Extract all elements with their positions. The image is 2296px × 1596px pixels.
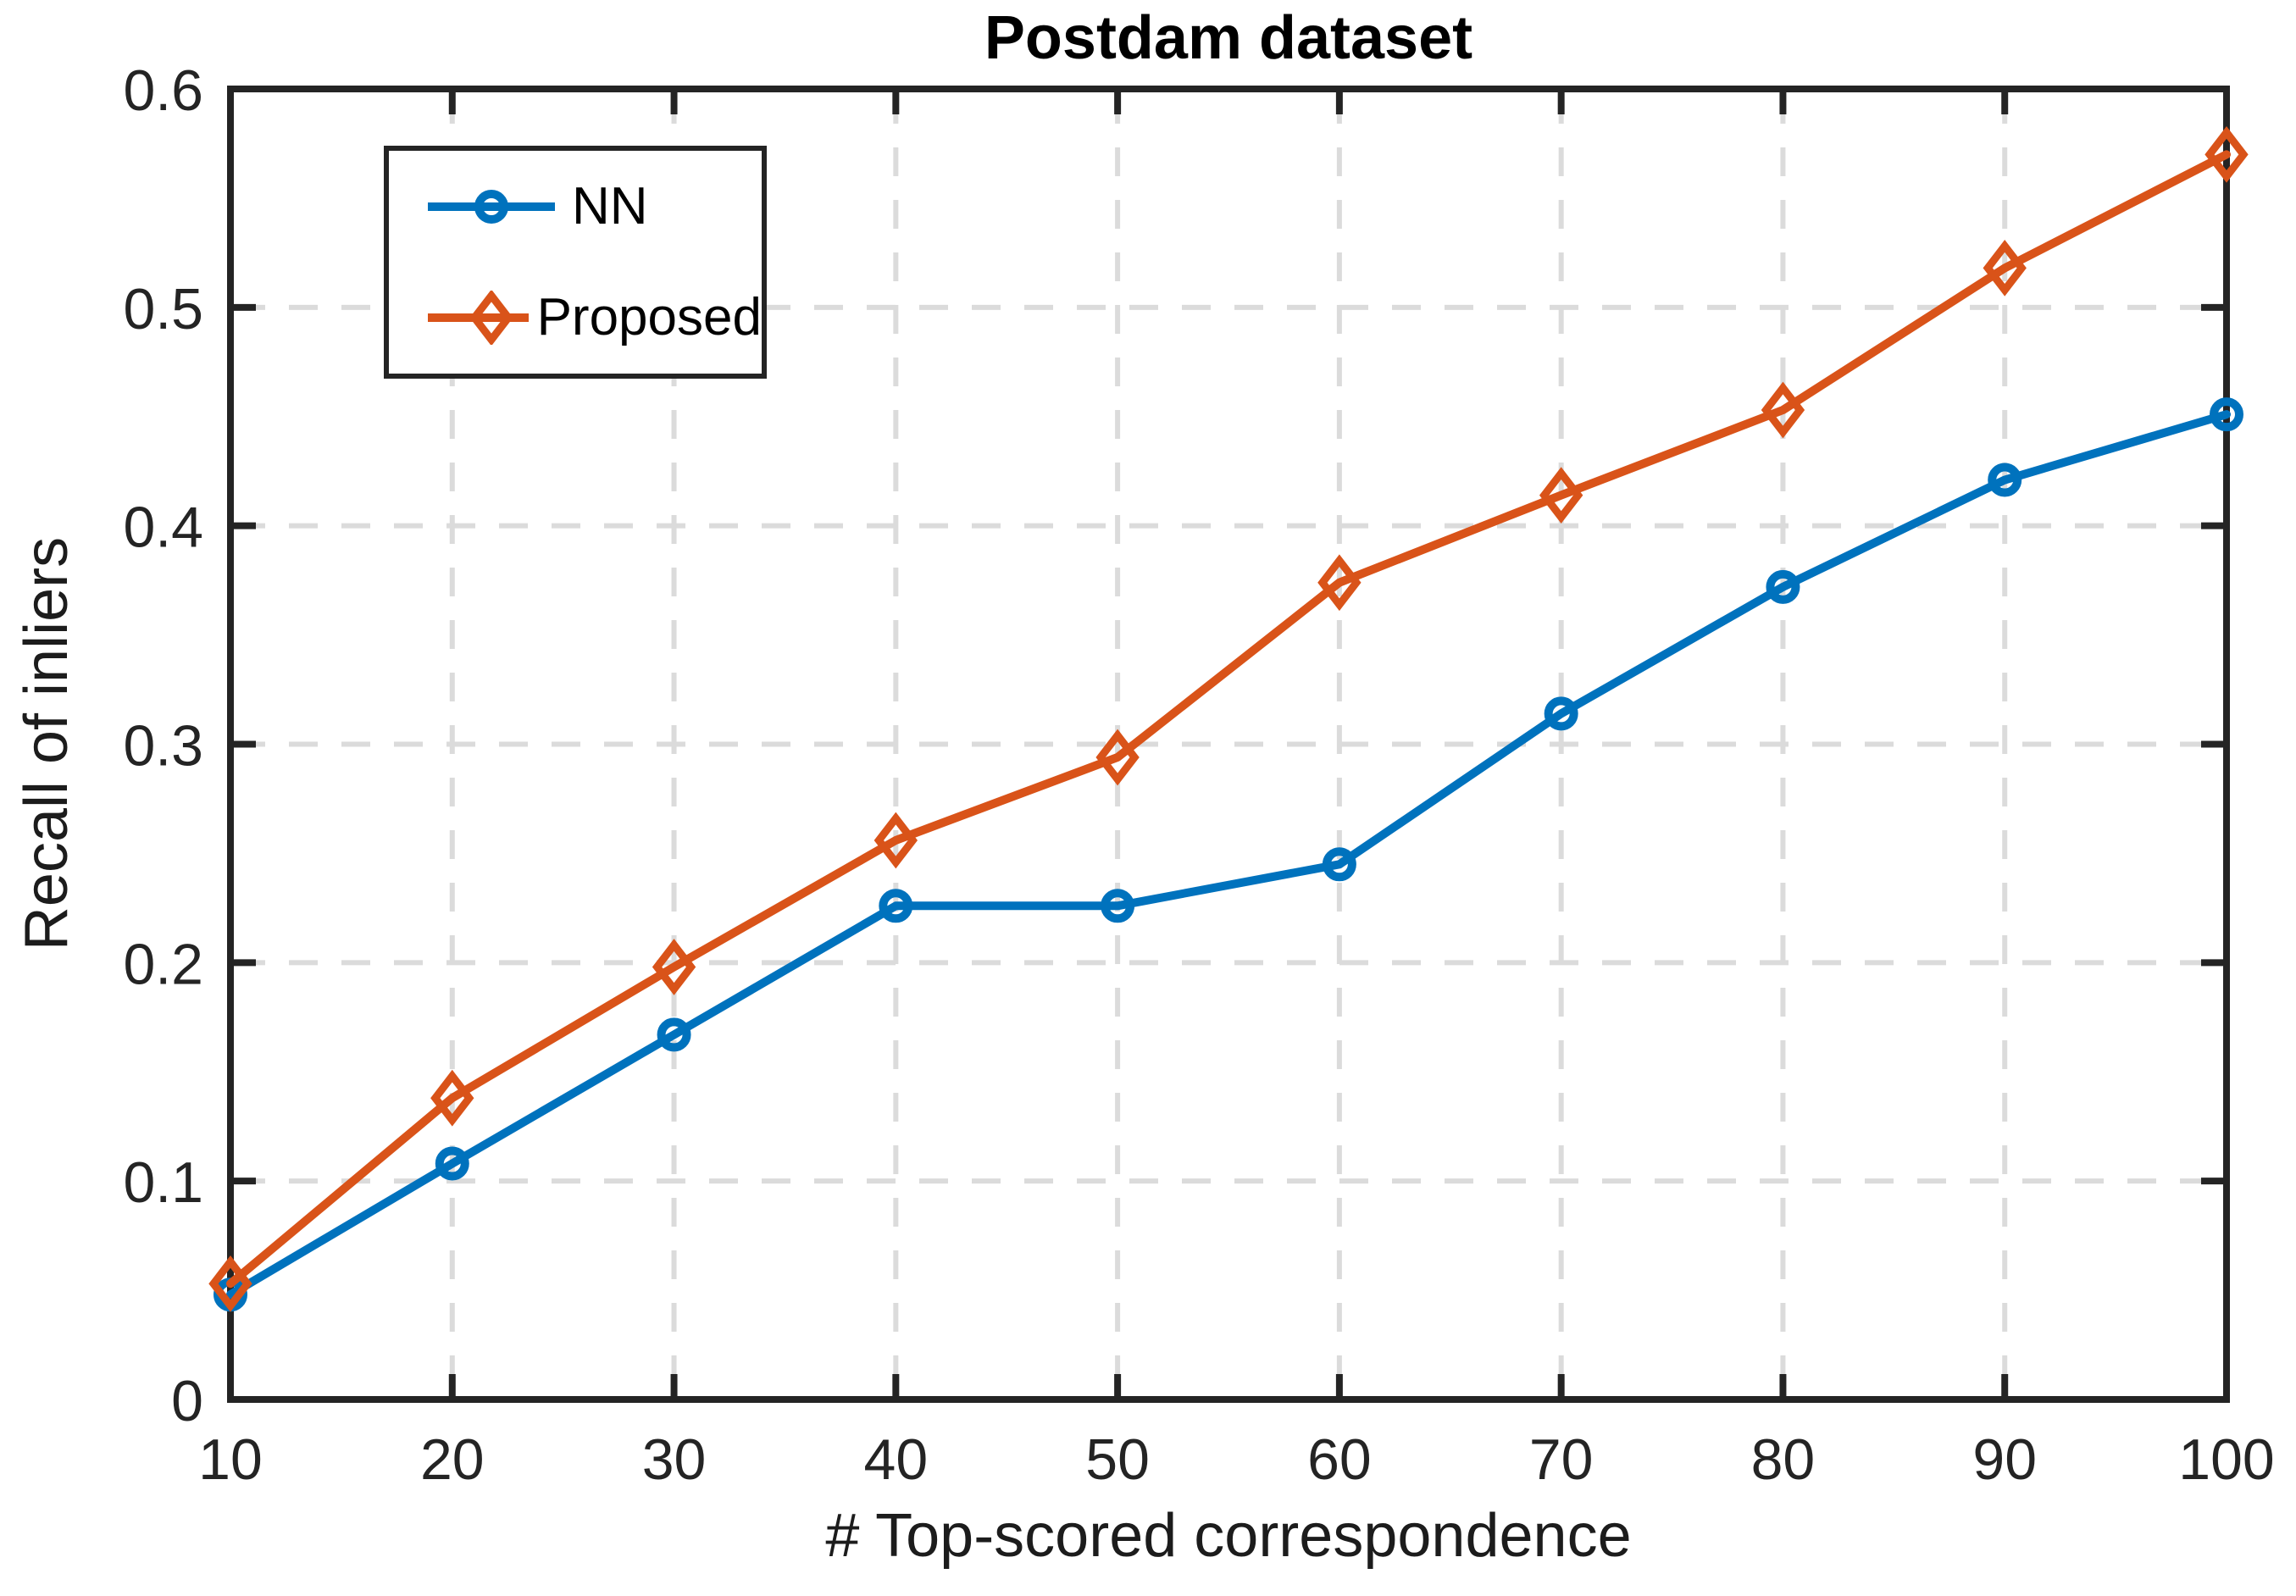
y-tick-label: 0.4 [123,496,203,560]
marker-diamond-proposed [2204,125,2249,183]
marker-circle-nn [1322,847,1356,882]
x-tick-label: 10 [198,1427,263,1492]
y-tick-label: 0.6 [123,58,203,123]
marker-circle-nn [879,889,913,923]
y-tick-label: 0.5 [123,277,203,341]
legend-circle-icon [474,189,508,224]
y-tick-label: 0.1 [123,1150,203,1215]
legend-line-sample [428,189,555,224]
x-tick-label: 40 [864,1427,929,1492]
x-tick-label: 90 [1972,1427,2037,1492]
y-tick-label: 0.3 [123,714,203,779]
marker-diamond-proposed [1539,467,1583,524]
marker-circle-nn [657,1017,691,1052]
marker-circle-nn [1101,889,1135,923]
marker-diamond-proposed [1761,381,1805,439]
x-tick-label: 80 [1751,1427,1816,1492]
marker-circle-nn [1544,696,1578,731]
legend-diamond-icon [469,291,513,346]
legend-entry-proposed: Proposed [411,288,762,347]
y-tick-label: 0 [171,1369,203,1433]
y-tick-label: 0.2 [123,932,203,996]
series-line-proposed [226,150,2231,1288]
marker-diamond-proposed [873,812,918,869]
legend: NN Proposed [384,146,767,379]
marker-diamond-proposed [1317,554,1362,612]
x-tick-label: 60 [1307,1427,1372,1492]
chart-title: Postdam dataset [984,4,1473,72]
x-axis-label: # Top-scored correspondence [825,1502,1632,1570]
marker-circle-nn [1988,463,2022,497]
marker-circle-nn [2210,397,2243,432]
marker-diamond-proposed [208,1255,252,1312]
x-tick-label: 30 [642,1427,707,1492]
x-tick-label: 100 [2178,1427,2274,1492]
marker-diamond-proposed [652,939,696,995]
marker-diamond-proposed [1983,240,2027,296]
x-tick-label: 70 [1529,1427,1594,1492]
marker-diamond-proposed [1095,729,1140,786]
series-line-nn [226,410,2231,1300]
x-tick-label: 50 [1085,1427,1150,1492]
legend-entry-nn: NN [411,180,762,234]
marker-circle-nn [435,1146,469,1181]
marker-diamond-proposed [430,1069,474,1127]
x-tick-label: 20 [420,1427,485,1492]
legend-label: Proposed [536,288,762,347]
legend-line-sample [428,291,529,346]
legend-label: NN [572,176,648,236]
marker-circle-nn [1766,569,1800,604]
